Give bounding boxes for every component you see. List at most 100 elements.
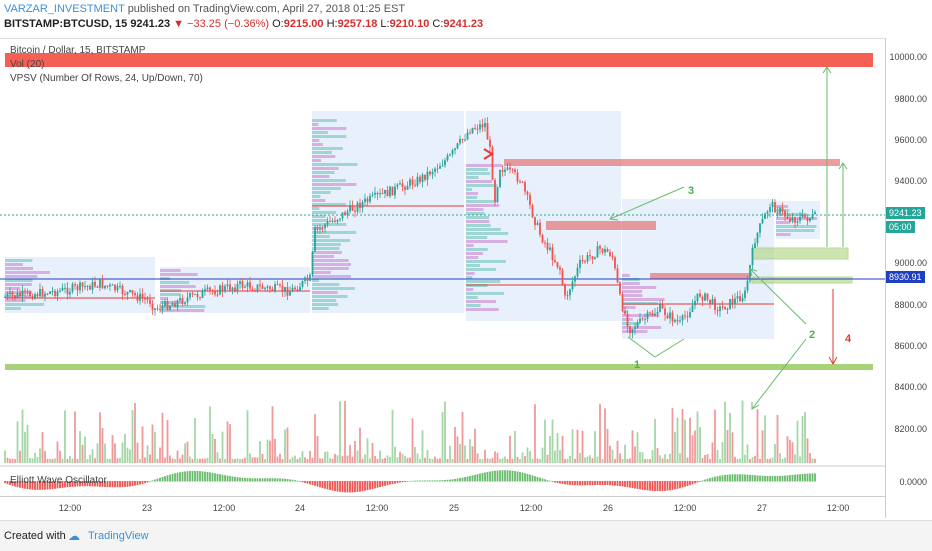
volume-bar [386,455,389,463]
oscillator-bar [791,474,794,482]
oscillator-bar [194,470,196,482]
candle-body [546,242,549,250]
oscillator-bar [541,478,544,482]
time-axis[interactable]: 12:00 23 12:00 24 12:00 25 12:00 26 12:0… [0,496,885,519]
volume-bar [14,458,16,463]
candle-body [279,284,281,286]
oscillator-bar [306,481,309,484]
profile-bar [622,326,662,329]
profile-bar [622,282,640,285]
volume-bar [801,416,804,463]
oscillator-bar [481,472,484,482]
volume-bar [161,412,164,463]
candle-body [569,289,571,296]
main-series-title[interactable]: Bitcoin / Dollar, 15, BITSTAMP [10,45,146,56]
vpsv-indicator-label[interactable]: VPSV (Number Of Rows, 24, Up/Down, 70) [10,73,203,84]
volume-bar [56,441,59,463]
profile-bar [312,239,351,242]
price-chart[interactable] [0,39,885,497]
volume-bar [119,457,121,463]
candle-body [361,202,364,209]
profile-bar [312,135,347,138]
volume-bar [511,458,514,463]
candle-body [109,284,111,287]
profile-bar [466,248,488,251]
profile-bar [776,221,791,224]
volume-bar [314,414,316,463]
candle-body [629,326,631,334]
volume-bar [641,452,644,463]
profile-bar [312,299,337,302]
volume-bar [389,456,391,463]
close-label: C: [432,18,444,30]
volume-bar [109,458,111,463]
volume-bar [279,453,281,463]
profile-bar [312,287,355,290]
oscillator-bar [451,479,454,482]
support-zone-bottom[interactable] [5,364,873,370]
oscillator-bar [54,481,56,489]
oscillator-bar [729,474,731,482]
candle-body [476,128,479,130]
profile-bar [466,264,481,267]
volume-bar [721,442,724,463]
oscillator-bar [356,481,359,492]
profile-bar [5,259,33,262]
oscillator-bar [231,476,234,482]
candle-body [609,252,611,256]
resistance-zone-low[interactable] [650,273,750,279]
candle-body [199,297,201,299]
volume-bar [701,457,704,463]
volume-bar [446,458,449,463]
volume-bar [766,458,769,463]
support-zone-upper[interactable] [751,247,849,260]
vol-indicator-label[interactable]: Vol (20) [10,59,45,70]
candle-body [154,308,156,310]
profile-bar [622,314,660,317]
candle-body [446,155,449,161]
volume-bar [229,424,231,463]
oscillator-bar [129,481,131,487]
oscillator-bar [804,473,806,482]
oscillator-bar [739,474,741,482]
oscillator-bar [569,481,571,485]
oscillator-bar [304,481,306,483]
resistance-zone-mid[interactable] [504,159,840,166]
oscillator-bar [651,481,654,491]
profile-bar [466,224,491,227]
support-zone-lower[interactable] [751,276,853,284]
candle-body [349,205,351,212]
oscillator-bar [606,481,609,486]
candle-body [531,205,534,218]
volume-bar [436,458,439,463]
volume-bar [51,458,54,463]
oscillator-bar [706,478,709,482]
volume-bar [99,412,101,463]
oscillator-bar [466,476,469,482]
oscillator-bar [726,474,729,482]
volume-bar [364,454,366,463]
ewo-indicator-label[interactable]: Elliott Wave Oscillator [10,475,107,486]
volume-bar [66,459,69,463]
tradingview-link[interactable]: TradingView [88,530,149,542]
profile-bar [312,267,349,270]
candle-body [516,172,519,182]
candle-body [499,169,501,188]
volume-bar [149,454,151,463]
candle-body [479,124,481,130]
volume-bar [771,457,774,463]
chart-pane[interactable]: Bitcoin / Dollar, 15, BITSTAMP Vol (20) … [0,38,885,519]
volume-bar [231,458,234,463]
resistance-zone-top[interactable] [5,53,873,67]
candle-body [269,286,271,290]
oscillator-bar [219,474,221,482]
oscillator-bar [464,477,466,482]
candle-body [261,285,264,289]
author-link[interactable]: VARZAR_INVESTMENT [4,3,125,15]
candle-body [729,299,731,309]
resistance-zone-small[interactable] [546,221,656,230]
volume-bar [489,458,491,463]
profile-bar [312,231,357,234]
oscillator-bar [19,481,21,488]
candle-body [506,167,509,170]
